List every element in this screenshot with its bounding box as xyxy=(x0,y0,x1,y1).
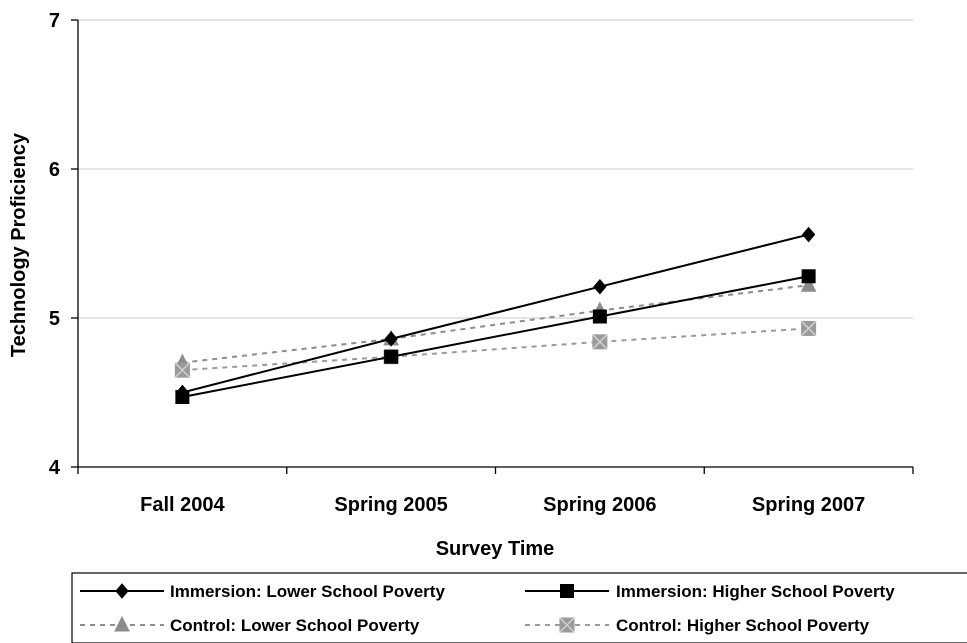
marker-cross xyxy=(559,617,575,633)
legend-label: Immersion: Higher School Poverty xyxy=(616,582,895,601)
legend-label: Control: Lower School Poverty xyxy=(170,616,420,635)
y-axis-label: Technology Proficiency xyxy=(8,132,30,357)
legend-box xyxy=(71,572,967,643)
x-axis-label: Survey Time xyxy=(436,538,555,560)
marker-cross xyxy=(801,320,817,336)
x-tick-label: Fall 2004 xyxy=(140,494,225,516)
series-line xyxy=(182,327,809,372)
legend-label: Control: Higher School Poverty xyxy=(616,616,870,635)
data-point-square xyxy=(592,309,607,324)
y-tick-label: 4 xyxy=(49,457,61,479)
x-tick-label: Spring 2006 xyxy=(543,494,656,516)
y-tick-label: 6 xyxy=(49,159,60,181)
x-tick-label: Spring 2005 xyxy=(334,494,447,516)
series-2 xyxy=(175,269,816,404)
data-point-triangle xyxy=(114,615,130,632)
series-3 xyxy=(174,276,817,370)
legend-entry: Immersion: Higher School Poverty xyxy=(525,582,895,601)
legend-entry: Control: Lower School Poverty xyxy=(80,615,420,635)
data-point-square xyxy=(560,584,574,598)
data-point-diamond xyxy=(384,331,398,347)
series-line xyxy=(182,275,809,398)
gridlines xyxy=(71,19,914,474)
data-point-x-square xyxy=(559,617,575,633)
legend-entry: Immersion: Lower School Poverty xyxy=(80,582,445,601)
x-tick-label: Spring 2007 xyxy=(752,494,865,516)
series-1 xyxy=(175,226,816,401)
data-point-diamond xyxy=(115,583,129,599)
axes xyxy=(77,20,913,468)
data-point-square xyxy=(175,389,190,404)
x-tick-labels: Fall 2004 Spring 2005 Spring 2006 Spring 20… xyxy=(140,494,865,516)
data-point-square xyxy=(801,269,816,284)
data-point-square xyxy=(384,349,399,364)
data-point-diamond xyxy=(593,278,607,295)
plot-area xyxy=(174,226,817,404)
series-line xyxy=(182,233,809,394)
y-tick-labels: 4 5 6 7 xyxy=(49,10,61,479)
data-point-triangle xyxy=(800,276,817,292)
marker-cross xyxy=(174,362,190,378)
data-point-x-square xyxy=(174,362,190,378)
y-tick-label: 5 xyxy=(49,308,60,330)
data-point-diamond xyxy=(801,226,816,243)
y-tick-label: 7 xyxy=(49,10,60,32)
marker-cross xyxy=(592,334,608,350)
legend-label: Immersion: Lower School Poverty xyxy=(170,582,445,601)
legend-entry: Control: Higher School Poverty xyxy=(525,616,870,635)
legend: Immersion: Lower School Poverty Immersion… xyxy=(71,572,967,643)
data-point-x-square xyxy=(592,334,608,350)
data-point-x-square xyxy=(801,320,817,336)
series-line xyxy=(182,284,809,364)
